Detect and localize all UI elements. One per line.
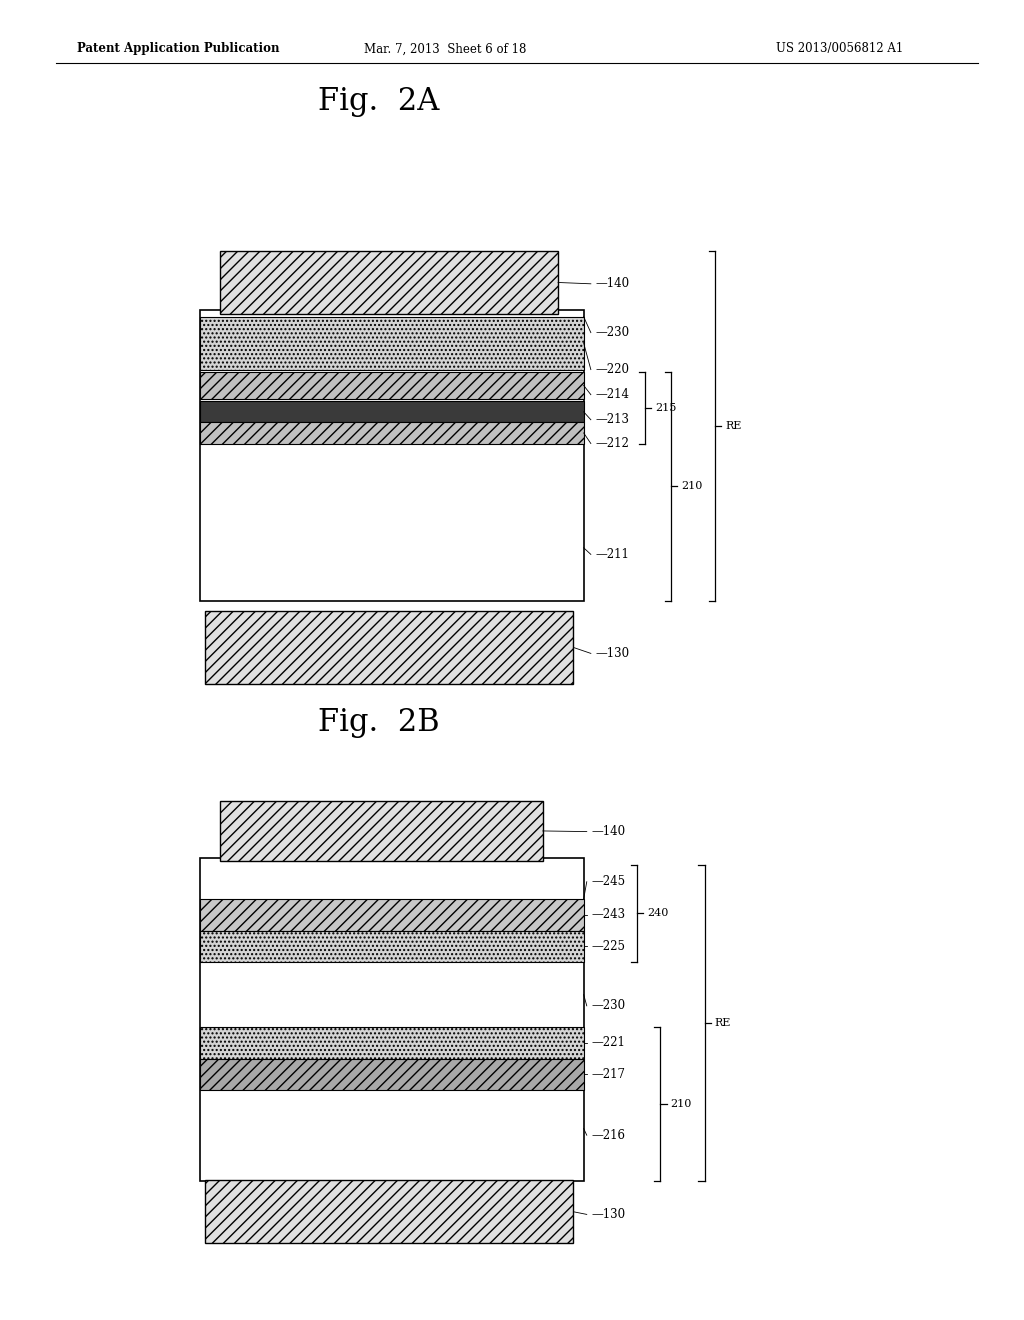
- Text: RE: RE: [725, 421, 741, 430]
- Bar: [220, 251, 558, 314]
- Text: Patent Application Publication: Patent Application Publication: [77, 42, 280, 55]
- Text: —130: —130: [592, 1208, 626, 1221]
- Text: —245: —245: [592, 875, 626, 888]
- Bar: [205, 1180, 573, 1243]
- Text: 240: 240: [647, 908, 669, 919]
- Text: RE: RE: [715, 1018, 731, 1028]
- Text: 215: 215: [655, 403, 677, 413]
- Text: —225: —225: [592, 940, 626, 953]
- Text: —230: —230: [596, 326, 630, 339]
- Text: 210: 210: [681, 482, 702, 491]
- Text: Fig.  2B: Fig. 2B: [318, 706, 439, 738]
- Bar: [200, 858, 584, 1181]
- Text: Mar. 7, 2013  Sheet 6 of 18: Mar. 7, 2013 Sheet 6 of 18: [365, 42, 526, 55]
- Bar: [200, 401, 584, 422]
- Text: —243: —243: [592, 908, 626, 921]
- Bar: [200, 317, 584, 370]
- Text: US 2013/0056812 A1: US 2013/0056812 A1: [776, 42, 903, 55]
- Text: —213: —213: [596, 413, 630, 426]
- Text: —214: —214: [596, 388, 630, 401]
- Text: —140: —140: [596, 277, 630, 290]
- Bar: [200, 931, 584, 962]
- Bar: [220, 801, 543, 861]
- Text: —212: —212: [596, 437, 630, 450]
- Text: —216: —216: [592, 1129, 626, 1142]
- Bar: [200, 1059, 584, 1090]
- Text: —217: —217: [592, 1068, 626, 1081]
- Text: Fig.  2A: Fig. 2A: [318, 86, 439, 117]
- Bar: [205, 611, 573, 684]
- Text: —140: —140: [592, 825, 626, 838]
- Text: 210: 210: [671, 1100, 692, 1109]
- Text: —230: —230: [592, 999, 626, 1012]
- Bar: [200, 372, 584, 399]
- Text: —211: —211: [596, 548, 630, 561]
- Text: —220: —220: [596, 363, 630, 376]
- Text: —221: —221: [592, 1036, 626, 1049]
- Bar: [200, 422, 584, 444]
- Text: —130: —130: [596, 647, 630, 660]
- Bar: [200, 310, 584, 601]
- Bar: [200, 1027, 584, 1059]
- Bar: [200, 899, 584, 931]
